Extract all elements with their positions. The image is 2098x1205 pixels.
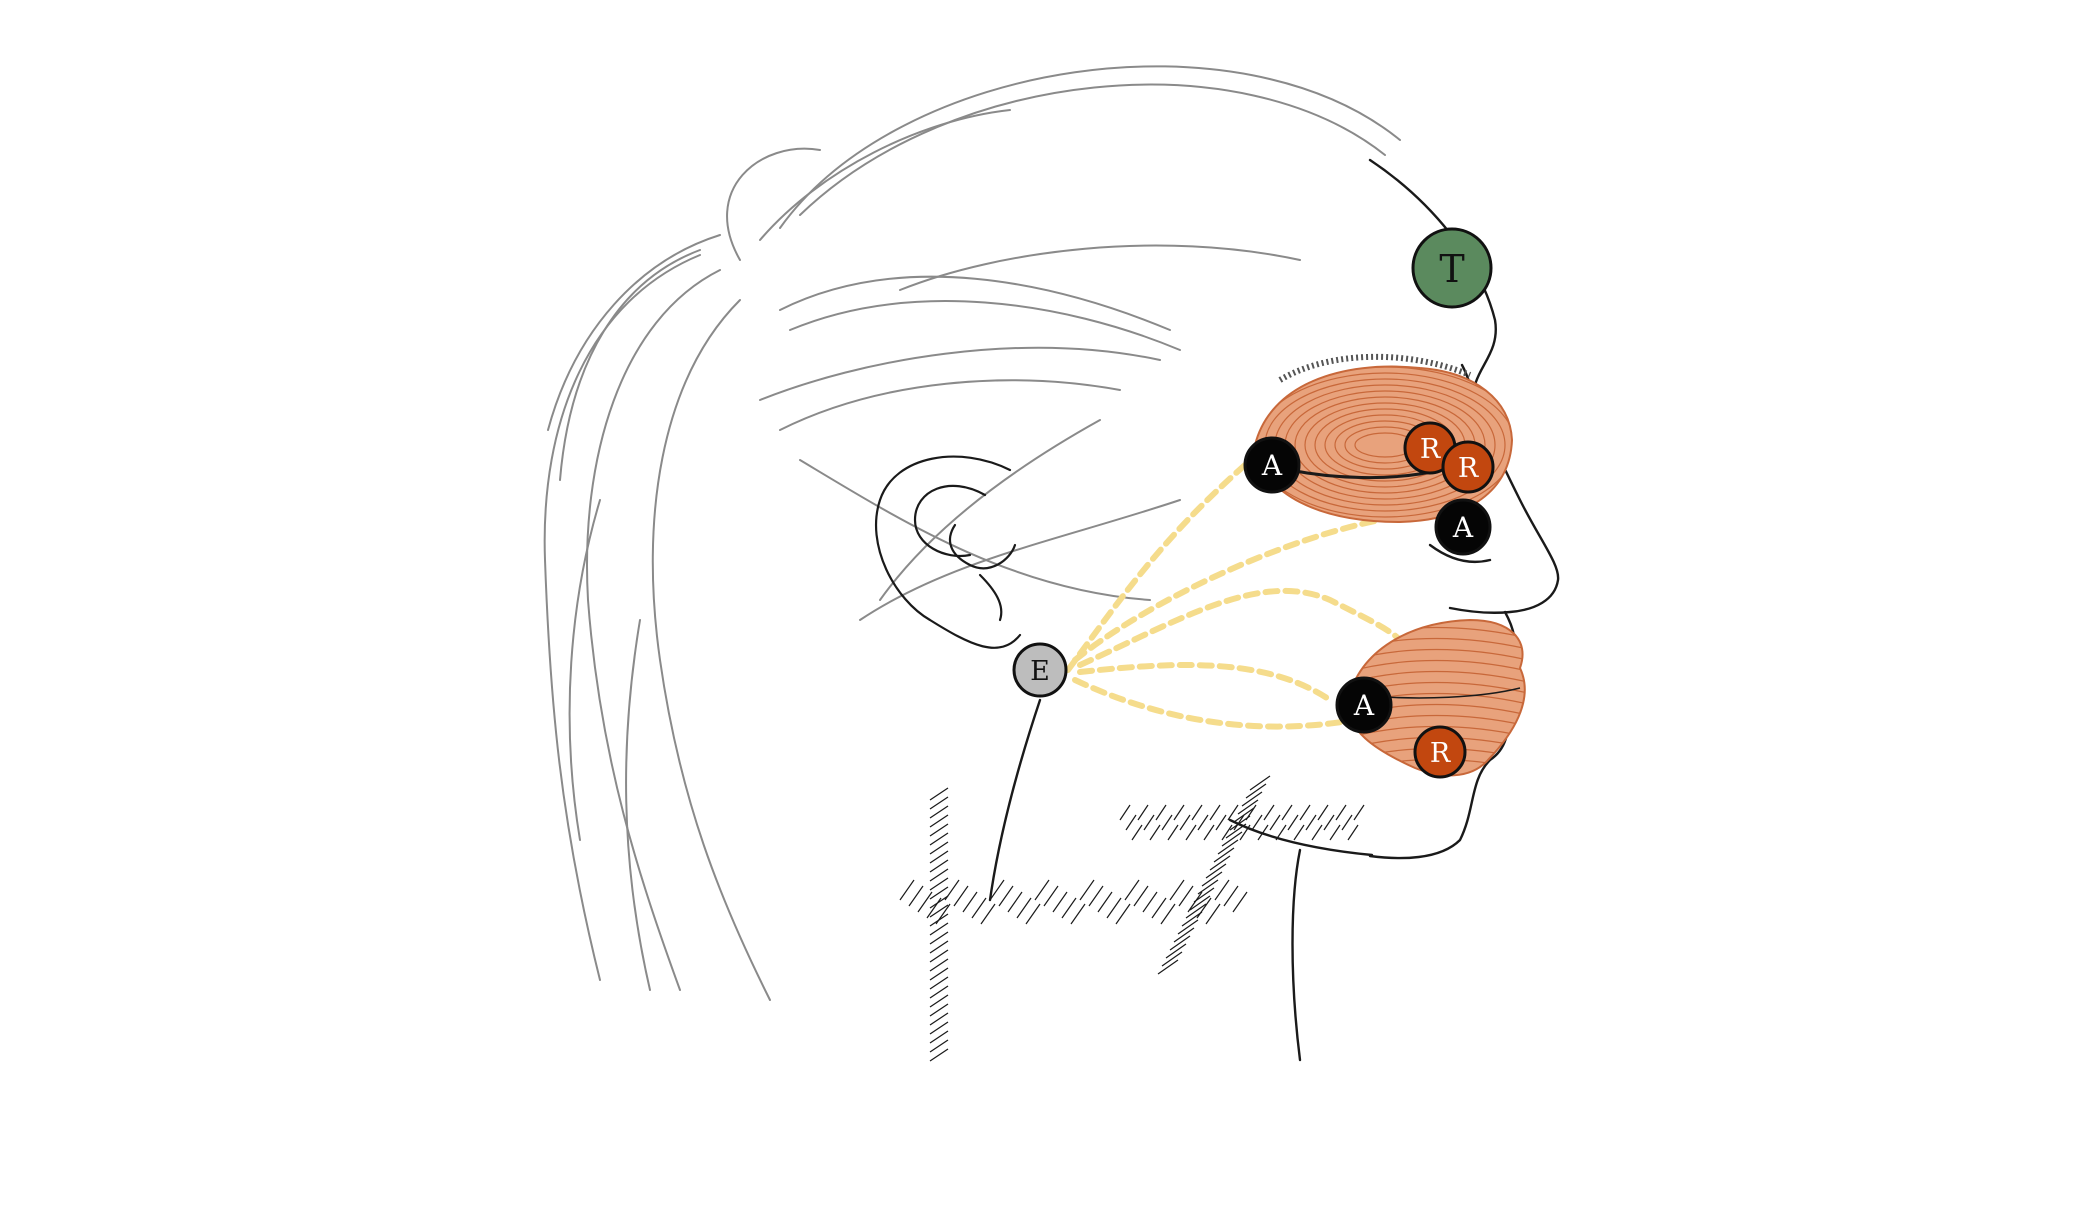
hair-outline [543, 65, 1401, 1001]
marker-A-mouth: A [1335, 676, 1393, 734]
marker-R-mouth-label: R [1430, 738, 1451, 769]
marker-T: T [1411, 227, 1493, 309]
marker-R-mouth: R [1413, 725, 1467, 779]
marker-T-label: T [1439, 247, 1464, 291]
marker-A-nose: A [1434, 498, 1492, 556]
marker-A-nose-label: A [1452, 511, 1474, 544]
marker-A-eye: A [1243, 436, 1301, 494]
neck-shading [899, 775, 1365, 1062]
marker-R-eye-upper-label: R [1420, 434, 1441, 465]
marker-A-mouth-label: A [1353, 689, 1375, 722]
marker-A-eye-label: A [1261, 449, 1283, 482]
marker-R-eye-lower: R [1441, 440, 1495, 494]
facial-nerve-branches [1065, 462, 1403, 730]
marker-R-eye-lower-label: R [1458, 453, 1479, 484]
marker-E: E [1012, 642, 1068, 698]
marker-E-label: E [1030, 656, 1050, 687]
ear-outline [875, 455, 1022, 649]
